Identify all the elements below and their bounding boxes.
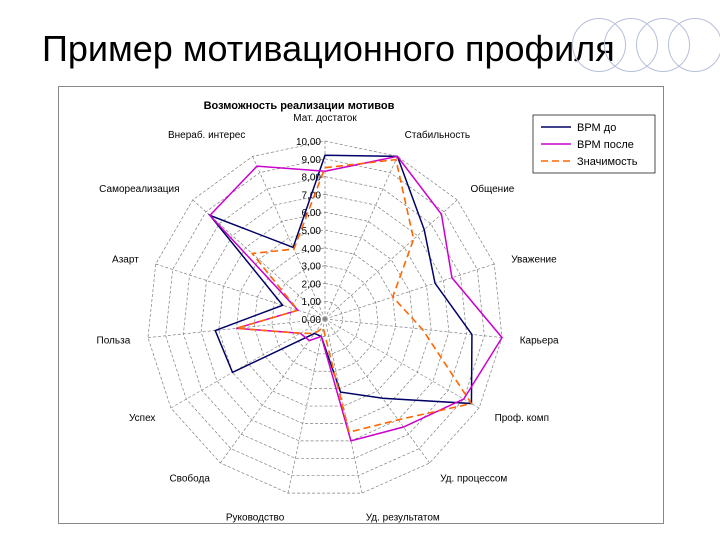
radial-tick-label: 4,00 xyxy=(302,244,322,255)
radial-tick-label: 1,00 xyxy=(302,297,322,308)
category-label: Уважение xyxy=(511,254,557,265)
category-label: Самореализация xyxy=(99,184,179,195)
grid-spoke xyxy=(324,199,458,320)
legend: ВРМ до ВРМ после Значимость xyxy=(532,114,656,174)
grid-ring xyxy=(165,158,485,477)
radial-tick-label: 9,00 xyxy=(302,155,322,166)
grid-ring xyxy=(306,300,344,337)
grid-spoke xyxy=(170,318,326,409)
category-label: Успех xyxy=(129,413,155,424)
radial-tick-labels: 0,001,002,003,004,005,006,007,008,009,00… xyxy=(296,137,321,326)
radial-tick-label: 5,00 xyxy=(302,226,322,237)
grid-spoke xyxy=(324,318,503,338)
grid-ring xyxy=(183,176,467,459)
radial-tick-label: 6,00 xyxy=(302,208,322,219)
category-label: Стабильность xyxy=(405,129,470,141)
grid-spoke xyxy=(324,156,398,320)
category-label: Свобода xyxy=(169,472,210,484)
radial-tick-label: 10,00 xyxy=(296,137,321,148)
category-label: Внераб. интерес xyxy=(168,129,245,141)
category-label: Азарт xyxy=(112,254,139,265)
series-group xyxy=(207,154,503,442)
category-label: Мат. достаток xyxy=(293,113,357,124)
category-label: Карьера xyxy=(520,335,559,346)
legend-label: Значимость xyxy=(577,156,638,168)
category-label: Руководство xyxy=(226,513,285,523)
grid-ring xyxy=(271,265,379,372)
grid-ring xyxy=(218,211,432,424)
radar-grid xyxy=(147,140,503,494)
grid-ring xyxy=(147,140,503,494)
series-line xyxy=(236,158,473,434)
grid-ring xyxy=(200,194,450,442)
slide-title: Пример мотивационного профиля xyxy=(42,28,615,69)
chart-title: Возможность реализации мотивов xyxy=(204,100,395,112)
series-line xyxy=(208,155,503,442)
category-label: Уд. процессом xyxy=(440,473,507,484)
decorative-circle xyxy=(668,18,720,72)
radial-tick-label: 3,00 xyxy=(302,262,322,273)
category-label: Общение xyxy=(471,183,515,195)
radar-chart: Возможность реализации мотивов 0,00 1,00 2… xyxy=(97,100,656,524)
category-label: Польза xyxy=(97,335,131,346)
category-label: Уд. результатом xyxy=(366,513,440,523)
legend-label: ВРМ до xyxy=(577,122,616,134)
radial-tick-label: 0,00 xyxy=(302,315,322,326)
radial-tick-label: 8,00 xyxy=(302,173,322,184)
category-label: Проф. комп xyxy=(495,412,549,424)
radial-tick-label: 2,00 xyxy=(302,279,322,290)
chart-frame: Возможность реализации мотивов 0,00 1,00 2… xyxy=(58,86,664,524)
legend-label: ВРМ после xyxy=(577,139,634,151)
category-labels: Мат. достаток Стабильность Общение Уважение… xyxy=(97,113,559,523)
grid-ring xyxy=(289,283,361,355)
series-line xyxy=(207,154,473,405)
grid-spoke xyxy=(155,263,326,320)
